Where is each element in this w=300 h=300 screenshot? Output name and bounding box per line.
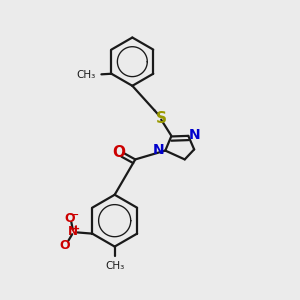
Text: N: N: [153, 143, 165, 157]
Text: S: S: [156, 111, 167, 126]
Text: N: N: [188, 128, 200, 142]
Text: O: O: [59, 239, 70, 252]
Text: +: +: [72, 224, 80, 234]
Text: CH₃: CH₃: [77, 70, 96, 80]
Text: O: O: [112, 145, 125, 160]
Text: O: O: [64, 212, 75, 225]
Text: N: N: [68, 225, 78, 239]
Text: CH₃: CH₃: [105, 261, 124, 271]
Text: −: −: [69, 209, 80, 222]
